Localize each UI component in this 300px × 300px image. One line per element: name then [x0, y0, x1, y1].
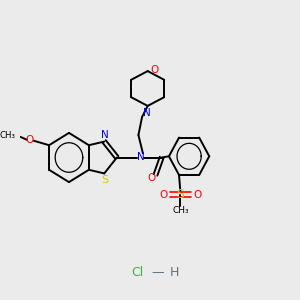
Text: Cl: Cl	[131, 266, 144, 280]
Text: O: O	[151, 65, 159, 75]
Text: O: O	[147, 173, 155, 183]
Text: O: O	[25, 135, 33, 145]
Text: S: S	[101, 175, 109, 185]
Text: O: O	[160, 190, 168, 200]
Text: N: N	[137, 152, 145, 163]
Text: N: N	[101, 130, 108, 140]
Text: CH₃: CH₃	[0, 131, 15, 140]
Text: O: O	[193, 190, 201, 200]
Text: —: —	[151, 266, 164, 280]
Text: H: H	[169, 266, 179, 280]
Text: S: S	[176, 188, 184, 201]
Text: CH₃: CH₃	[172, 206, 189, 215]
Text: N: N	[143, 107, 151, 118]
